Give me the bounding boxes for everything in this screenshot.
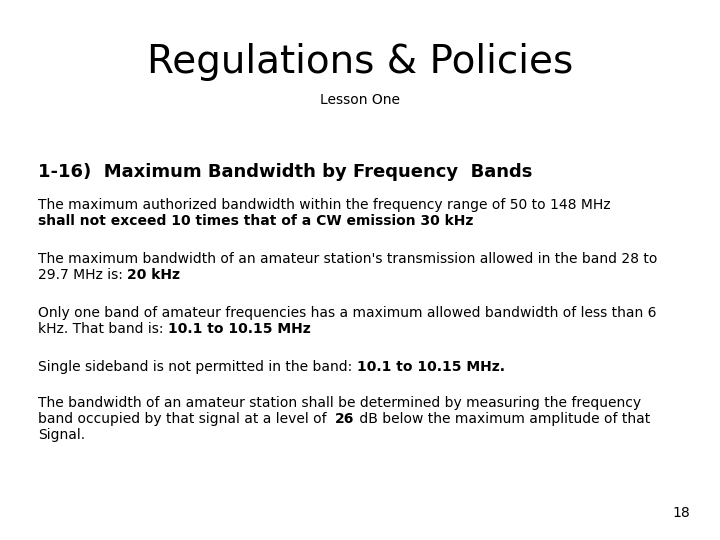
Text: 20 kHz: 20 kHz [127, 268, 180, 282]
Text: The maximum bandwidth of an amateur station's transmission allowed in the band 2: The maximum bandwidth of an amateur stat… [38, 252, 657, 266]
Text: Single sideband is not permitted in the band:: Single sideband is not permitted in the … [38, 360, 356, 374]
Text: 10.1 to 10.15 MHz: 10.1 to 10.15 MHz [168, 322, 310, 336]
Text: Only one band of amateur frequencies has a maximum allowed bandwidth of less tha: Only one band of amateur frequencies has… [38, 306, 657, 320]
Text: kHz. That band is:: kHz. That band is: [38, 322, 168, 336]
Text: 29.7 MHz is:: 29.7 MHz is: [38, 268, 127, 282]
Text: The bandwidth of an amateur station shall be determined by measuring the frequen: The bandwidth of an amateur station shal… [38, 396, 641, 410]
Text: The maximum authorized bandwidth within the frequency range of 50 to 148 MHz: The maximum authorized bandwidth within … [38, 198, 611, 212]
Text: 1-16)  Maximum Bandwidth by Frequency  Bands: 1-16) Maximum Bandwidth by Frequency Ban… [38, 163, 532, 181]
Text: Signal.: Signal. [38, 428, 85, 442]
Text: Lesson One: Lesson One [320, 93, 400, 107]
Text: band occupied by that signal at a level of: band occupied by that signal at a level … [38, 412, 336, 426]
Text: shall not exceed 10 times that of a CW emission 30 kHz: shall not exceed 10 times that of a CW e… [38, 214, 473, 228]
Text: Regulations & Policies: Regulations & Policies [147, 43, 573, 81]
Text: 18: 18 [672, 506, 690, 520]
Text: dB below the maximum amplitude of that: dB below the maximum amplitude of that [355, 412, 650, 426]
Text: 10.1 to 10.15 MHz.: 10.1 to 10.15 MHz. [356, 360, 505, 374]
Text: 26: 26 [336, 412, 355, 426]
